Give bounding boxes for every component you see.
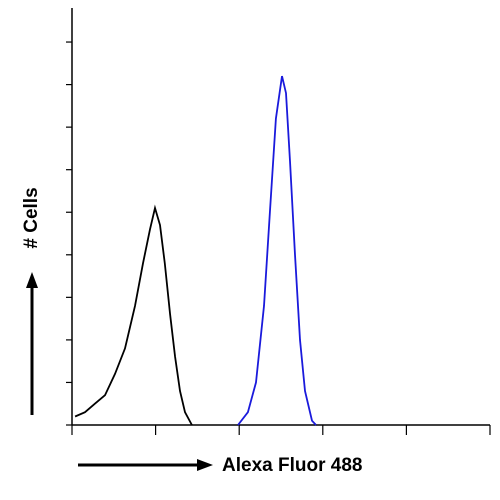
y-axis-label: # Cells (21, 187, 42, 248)
x-arrow-head (197, 459, 213, 471)
x-axis-label: Alexa Fluor 488 (222, 455, 362, 476)
y-arrow-head (26, 272, 38, 288)
histogram-line (74, 204, 193, 426)
histogram-line (237, 75, 317, 426)
